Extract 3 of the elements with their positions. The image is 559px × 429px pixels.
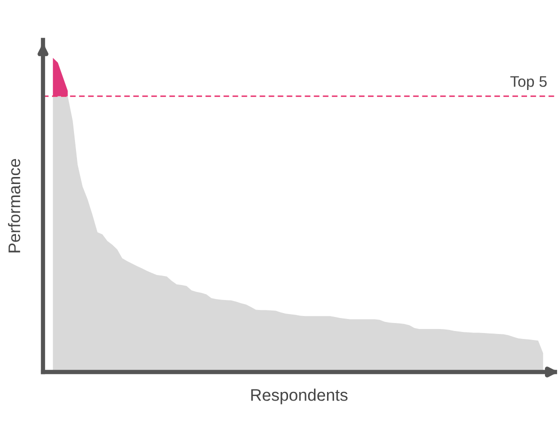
x-axis-title: Respondents [251,388,348,404]
ref-line-label: Top 5 [510,76,547,90]
y-axis-title: Performance [8,159,20,252]
